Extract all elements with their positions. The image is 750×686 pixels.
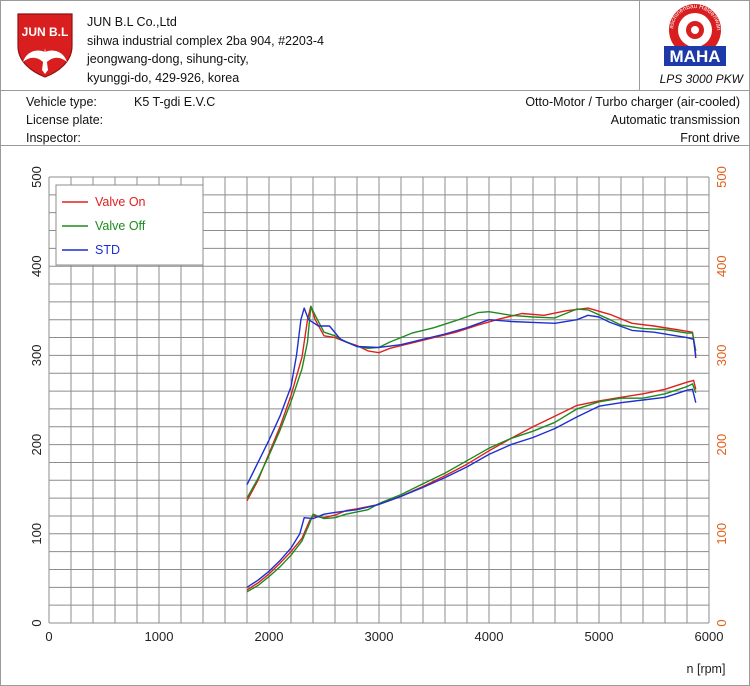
y-right-tick-label: 100 bbox=[714, 523, 729, 545]
y-left-tick-label: 0 bbox=[29, 619, 44, 626]
y-right-tick-label: 400 bbox=[714, 255, 729, 277]
vehicle-info: Vehicle type: K5 T-gdi E.V.C License plat… bbox=[0, 90, 750, 146]
company-address-line-1: sihwa industrial complex 2ba 904, #2203-… bbox=[87, 33, 324, 48]
power-torque-chart: 0 1000 2000 3000 4000 5000 6000010020030040050… bbox=[29, 166, 729, 676]
y-right-tick-label: 0 bbox=[714, 619, 729, 626]
vehicle-type-label: Vehicle type: bbox=[26, 95, 97, 109]
company-address-line-3: kyunggi-do, 429-926, korea bbox=[87, 70, 240, 85]
series-line-valve-on-lower bbox=[246, 379, 697, 591]
inspector-row: Inspector: bbox=[26, 129, 215, 147]
series-line-valve-off-lower bbox=[246, 383, 697, 593]
x-tick-label: 6000 bbox=[695, 629, 724, 644]
company-info: JUN B.L Co.,Ltd sihwa industrial complex… bbox=[87, 13, 324, 87]
legend-label: Valve Off bbox=[95, 219, 146, 233]
engine-type: Otto-Motor / Turbo charger (air-cooled) bbox=[525, 95, 740, 109]
y-left-tick-label: 200 bbox=[29, 434, 44, 456]
x-axis-label: n [rpm] bbox=[687, 662, 726, 676]
x-tick-label: 4000 bbox=[475, 629, 504, 644]
maha-logo-text: MAHA bbox=[670, 47, 721, 66]
license-plate-label: License plate: bbox=[26, 113, 104, 127]
vehicle-type-value: K5 T-gdi E.V.C bbox=[134, 95, 216, 109]
y-left-tick-label: 400 bbox=[29, 255, 44, 277]
x-tick-label: 2000 bbox=[255, 629, 284, 644]
x-tick-label: 1000 bbox=[145, 629, 174, 644]
chart-series bbox=[246, 305, 697, 593]
transmission-type: Automatic transmission bbox=[610, 113, 740, 127]
junbl-logo: JUN B.L bbox=[14, 12, 76, 78]
company-address-line-2: jeongwang-dong, sihung-city, bbox=[87, 52, 249, 66]
series-line-valve-off-upper bbox=[246, 305, 697, 499]
x-tick-label: 5000 bbox=[585, 629, 614, 644]
x-tick-label: 0 bbox=[45, 629, 52, 644]
junbl-shield-icon: JUN B.L bbox=[17, 13, 73, 78]
y-left-tick-label: 500 bbox=[29, 166, 44, 188]
legend-label: STD bbox=[95, 243, 120, 257]
license-plate-row: License plate: bbox=[26, 111, 215, 129]
company-name: JUN B.L Co.,Ltd bbox=[87, 15, 177, 29]
y-left-tick-label: 100 bbox=[29, 523, 44, 545]
x-tick-label: 3000 bbox=[365, 629, 394, 644]
y-left-tick-label: 300 bbox=[29, 345, 44, 367]
legend-box bbox=[55, 184, 204, 266]
series-line-std-lower bbox=[246, 388, 697, 588]
series-line-std-upper bbox=[246, 307, 697, 486]
vehicle-info-left: Vehicle type: K5 T-gdi E.V.C License plat… bbox=[26, 93, 215, 147]
y-right-tick-label: 300 bbox=[714, 345, 729, 367]
legend-label: Valve On bbox=[95, 195, 146, 209]
series-line-valve-on-upper bbox=[246, 305, 697, 502]
maha-brand-box: Maschinenbau Haldenwang MAHA LPS 3000 PK… bbox=[637, 0, 750, 90]
chart-grid bbox=[48, 176, 710, 624]
maha-logo-icon: Maschinenbau Haldenwang MAHA bbox=[637, 0, 726, 66]
chart-ticks: 0 1000 2000 3000 4000 5000 6000010020030040050… bbox=[29, 166, 729, 644]
junbl-logo-text: JUN B.L bbox=[22, 25, 69, 39]
y-right-tick-label: 500 bbox=[714, 166, 729, 188]
chart-legend: Valve On Valve Off STD bbox=[55, 184, 204, 266]
inspector-label: Inspector: bbox=[26, 131, 81, 145]
vehicle-info-right: Otto-Motor / Turbo charger (air-cooled) … bbox=[525, 93, 740, 147]
report-header: JUN B.L JUN B.L Co.,Ltd sihwa industrial… bbox=[0, 0, 750, 91]
vehicle-type-row: Vehicle type: K5 T-gdi E.V.C bbox=[26, 93, 215, 111]
drive-type: Front drive bbox=[680, 131, 740, 145]
dyno-model: LPS 3000 PKW bbox=[659, 72, 743, 86]
y-right-tick-label: 200 bbox=[714, 434, 729, 456]
